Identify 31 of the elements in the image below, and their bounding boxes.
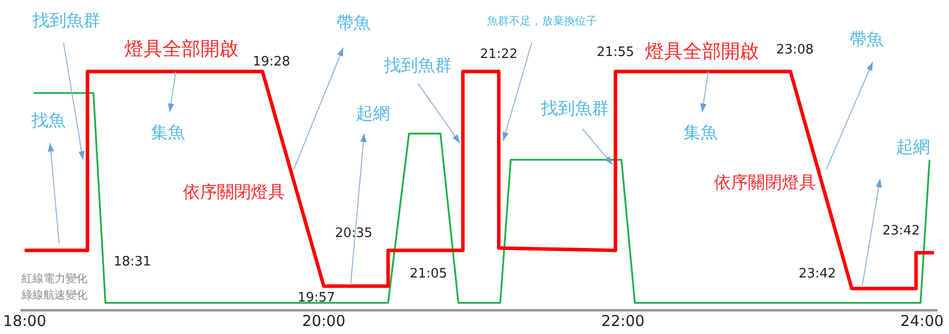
annotation: 23:42 — [798, 266, 836, 282]
annotation: 19:57 — [298, 290, 336, 306]
x-tick-label: 22:00 — [601, 312, 645, 330]
text: 找到魚群 — [32, 10, 101, 31]
x-tick-label: 18:00 — [3, 312, 46, 330]
annotation: 20:35 — [334, 226, 372, 242]
x-tick-label: 20:00 — [302, 312, 346, 330]
annotation: 依序關閉燈具 — [183, 182, 286, 203]
text: 燈具全部開啟 — [645, 40, 760, 62]
annotation: 21:05 — [410, 266, 448, 282]
annotation: 起網 — [356, 104, 390, 124]
text: 燈具全部開啟 — [124, 38, 239, 60]
text: 帶魚 — [336, 13, 371, 34]
annotation: 集魚 — [684, 122, 718, 143]
text: 19:28 — [252, 54, 290, 70]
annotation: 找到魚群 — [540, 99, 610, 120]
text: 帶魚 — [850, 30, 884, 50]
text: 魚群不足，放棄換位子 — [487, 14, 598, 28]
text: 21:22 — [480, 47, 518, 62]
annotation: 23:42 — [882, 224, 920, 239]
x-tick-label: 24:00 — [900, 312, 944, 330]
annotation: 集魚 — [151, 122, 186, 143]
annotation: 找魚 — [30, 111, 66, 132]
annotation: 18:31 — [114, 254, 152, 270]
annotation: 綠線航速變化 — [20, 288, 88, 302]
text: 23:08 — [776, 42, 814, 58]
annotation: 紅線電力變化 — [22, 272, 88, 285]
annotation: 起網 — [896, 137, 930, 158]
annotation: 找到魚群 — [383, 56, 452, 76]
text: 21:55 — [596, 44, 634, 60]
annotation: 依序關閉燈具 — [714, 173, 816, 194]
